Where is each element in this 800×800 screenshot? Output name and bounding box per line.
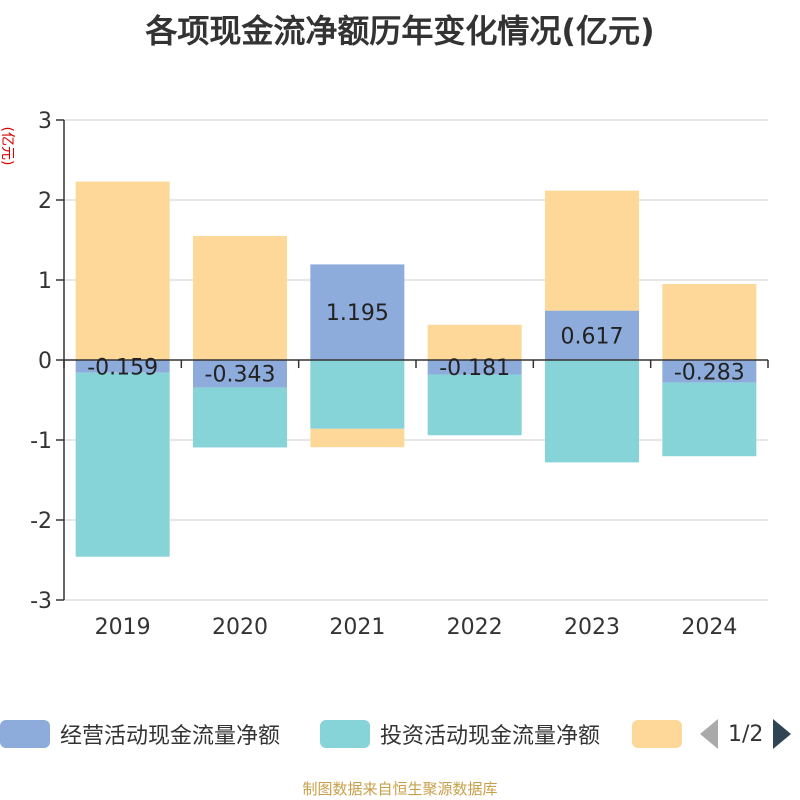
- previous-page-icon[interactable]: [700, 719, 718, 749]
- bar-2024-series-0: [662, 360, 757, 383]
- bar-2023-series-2: [545, 190, 639, 311]
- bar-2021-series-2: [310, 428, 405, 448]
- x-tick-label-2019: 2019: [95, 615, 151, 640]
- bar-2019-series-1: [75, 372, 170, 557]
- bar-2024-series-1: [662, 382, 757, 457]
- legend-label-operating: 经营活动现金流量净额: [60, 724, 281, 749]
- legend: 经营活动现金流量净额 投资活动现金流量净额: [0, 716, 800, 752]
- y-tick-label: 0: [38, 349, 52, 374]
- legend-item-financing[interactable]: [632, 716, 682, 752]
- y-tick-label: -1: [30, 429, 52, 454]
- bar-2022-series-0: [427, 360, 522, 375]
- data-source-footer: 制图数据来自恒生聚源数据库: [302, 780, 498, 798]
- data-label-2019: -0.159: [87, 355, 158, 380]
- data-label-2021: 1.195: [326, 301, 389, 326]
- legend-item-investing[interactable]: 投资活动现金流量净额: [320, 716, 600, 752]
- legend-pager: 1/2: [700, 716, 792, 752]
- bar-chart: 3 2 1 0 -1 -2 -3 -0.159 -0.343 1.195 -0.181 0.617 -0…: [30, 109, 769, 640]
- bar-2021-series-1: [310, 360, 405, 429]
- bar-2020-series-1: [193, 387, 287, 448]
- x-tick-label-2021: 2021: [329, 615, 385, 640]
- bar-2020-series-2: [193, 236, 287, 360]
- y-tick-label: -2: [30, 509, 52, 534]
- x-tick-label-2023: 2023: [564, 615, 620, 640]
- chart-title: 各项现金流净额历年变化情况(亿元): [145, 12, 655, 50]
- bar-2024-series-2: [662, 284, 757, 360]
- bar-2023-series-0: [545, 310, 639, 360]
- bar-2019-series-0: [75, 360, 170, 373]
- legend-item-operating[interactable]: 经营活动现金流量净额: [0, 716, 280, 752]
- legend-page-indicator: 1/2: [728, 721, 764, 747]
- data-label-2024: -0.283: [674, 360, 745, 385]
- bar-2022-series-2: [427, 324, 522, 360]
- data-label-2020: -0.343: [205, 363, 276, 388]
- bar-2019-series-2: [75, 181, 170, 360]
- bar-2023-series-1: [545, 360, 639, 463]
- bar-2021-series-0: [310, 264, 405, 360]
- legend-label-investing: 投资活动现金流量净额: [380, 724, 601, 749]
- y-tick-label: -3: [30, 589, 52, 614]
- next-page-icon[interactable]: [773, 719, 792, 749]
- bar-2022-series-1: [427, 374, 522, 436]
- data-label-2023: 0.617: [561, 324, 624, 349]
- legend-swatch-financing: [632, 720, 682, 748]
- x-tick-label-2020: 2020: [212, 615, 268, 640]
- x-tick-label-2024: 2024: [681, 615, 737, 640]
- y-tick-label: 1: [38, 269, 52, 294]
- x-tick-label-2022: 2022: [447, 615, 503, 640]
- legend-swatch-operating: [0, 720, 50, 748]
- y-tick-label: 2: [38, 189, 52, 214]
- legend-swatch-investing: [320, 720, 370, 748]
- y-tick-label: 3: [38, 109, 52, 134]
- data-label-2022: -0.181: [439, 356, 510, 381]
- bar-2020-series-0: [193, 360, 287, 388]
